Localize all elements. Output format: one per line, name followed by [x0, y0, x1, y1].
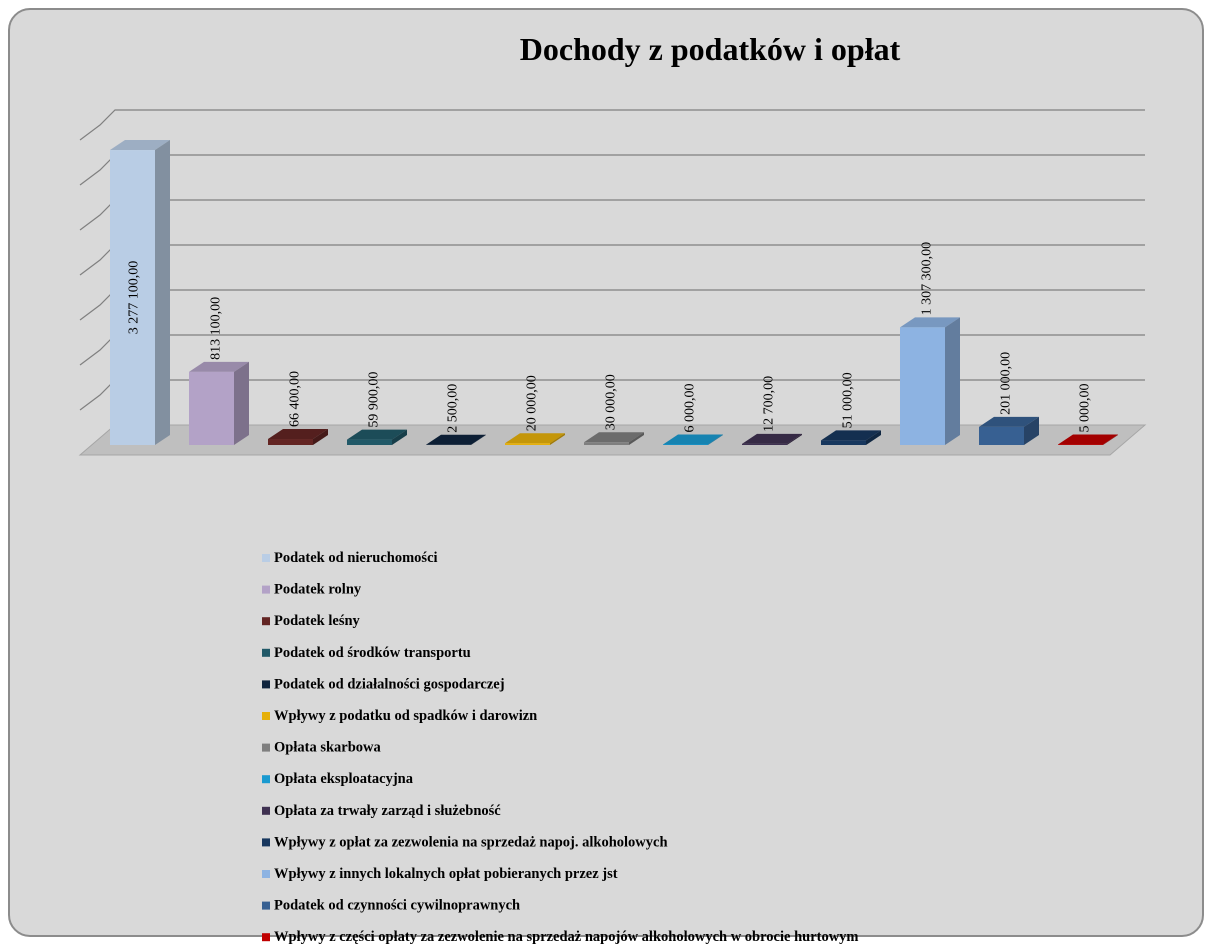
bar-top — [347, 429, 407, 440]
bar-top — [663, 434, 723, 445]
bar — [900, 327, 945, 445]
bar-top — [900, 317, 960, 328]
data-label: 59 900,00 — [367, 372, 382, 428]
bar — [663, 444, 708, 445]
data-label: 66 400,00 — [288, 371, 303, 427]
bar — [821, 440, 866, 445]
legend-label: Podatek od środków transportu — [274, 645, 471, 661]
bar — [189, 371, 234, 445]
data-label: 1 307 300,00 — [920, 242, 935, 316]
legend-label: Wpływy z innych lokalnych opłat pobieran… — [274, 866, 618, 882]
data-label: 51 000,00 — [841, 372, 856, 428]
data-label: 6 000,00 — [683, 383, 698, 432]
bar-top — [584, 432, 644, 443]
legend-swatch — [262, 933, 270, 942]
bar-side — [1024, 416, 1039, 445]
data-label: 201 000,00 — [999, 352, 1014, 415]
legend-label: Wpływy z części opłaty za zezwolenie na … — [274, 929, 859, 945]
grid-line — [79, 199, 1145, 231]
legend-swatch — [262, 743, 270, 752]
legend-swatch — [262, 648, 270, 657]
data-label: 12 700,00 — [762, 376, 777, 432]
bar-side — [155, 140, 170, 445]
legend-label: Podatek od nieruchomości — [274, 550, 438, 566]
chart-title: Dochody z podatków i opłat — [520, 31, 901, 67]
bar-top — [1058, 434, 1118, 445]
legend-swatch — [262, 554, 270, 562]
data-label: 5 000,00 — [1078, 384, 1093, 433]
legend-label: Podatek od działalności gospodarczej — [274, 676, 505, 692]
data-label: 30 000,00 — [604, 374, 619, 430]
bar-side — [550, 433, 565, 445]
legend-label: Podatek leśny — [274, 613, 361, 629]
legend-swatch — [262, 775, 270, 784]
data-label: 2 500,00 — [446, 384, 461, 433]
bar-top — [821, 430, 881, 441]
bar-top — [426, 434, 486, 445]
bar-top — [505, 433, 565, 444]
legend-swatch — [262, 617, 270, 626]
legend-label: Opłata skarbowa — [274, 740, 382, 756]
bar — [268, 439, 313, 445]
legend-swatch — [262, 585, 270, 594]
legend-label: Wpływy z opłat za zezwolenia na sprzedaż… — [274, 834, 668, 850]
grid-line — [79, 109, 1145, 141]
legend-swatch — [262, 712, 270, 720]
legend-label: Opłata za trwały zarząd i służebność — [274, 803, 501, 819]
data-label: 3 277 100,00 — [127, 261, 142, 335]
grid-line — [79, 334, 1145, 366]
grid-line — [79, 154, 1145, 186]
bar — [584, 442, 629, 445]
bar — [347, 439, 392, 445]
bar — [742, 443, 787, 445]
legend-swatch — [262, 680, 270, 689]
legend-label: Podatek rolny — [274, 582, 362, 598]
bar-side — [629, 432, 644, 445]
legend-label: Opłata eksploatacyjna — [274, 771, 414, 787]
bar-side — [708, 434, 723, 445]
bar-side — [471, 434, 486, 445]
bar-side — [392, 429, 407, 445]
bar-side — [866, 430, 881, 445]
grid-line — [79, 244, 1145, 276]
bar-side — [1103, 434, 1118, 445]
bar-side — [945, 317, 960, 445]
data-label: 20 000,00 — [525, 375, 540, 431]
legend-label: Podatek od czynności cywilnoprawnych — [274, 898, 520, 914]
data-label: 813 100,00 — [209, 297, 224, 360]
bar-top — [268, 429, 328, 440]
bar-side — [234, 361, 249, 445]
legend-swatch — [262, 806, 270, 815]
legend-label: Wpływy z podatku od spadków i darowizn — [274, 708, 537, 724]
bar-top — [189, 361, 249, 372]
grid-line — [79, 289, 1145, 321]
bar-top — [742, 433, 802, 444]
bar-top — [979, 416, 1039, 427]
chart-panel — [8, 8, 1204, 937]
bar-top — [110, 140, 170, 151]
legend-swatch — [262, 870, 270, 878]
bar — [505, 443, 550, 445]
legend-swatch — [262, 838, 270, 847]
bar — [979, 426, 1024, 445]
bar-side — [787, 433, 802, 445]
legend-swatch — [262, 901, 270, 910]
bar-side — [313, 429, 328, 445]
bar — [110, 150, 155, 445]
grid-line — [79, 379, 1145, 411]
